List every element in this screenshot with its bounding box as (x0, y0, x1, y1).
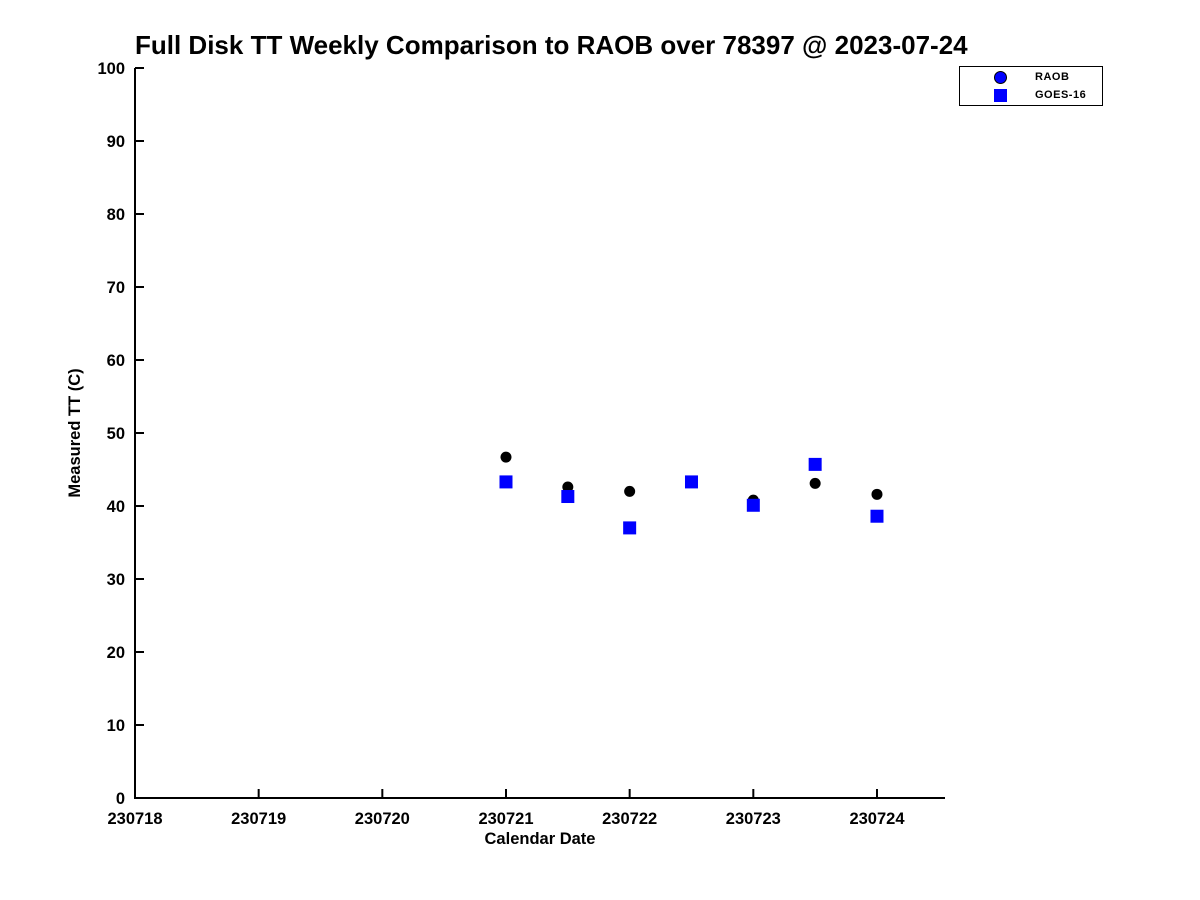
x-tick-label: 230718 (107, 810, 162, 828)
x-tick-label: 230724 (849, 810, 905, 828)
x-axis-label: Calendar Date (485, 830, 596, 848)
x-tick-label: 230723 (726, 810, 781, 828)
x-tick-label: 230720 (355, 810, 410, 828)
y-tick-label: 80 (107, 206, 125, 224)
y-tick-label: 30 (107, 571, 125, 589)
data-point-goes-16 (808, 457, 822, 471)
y-tick-label: 50 (107, 425, 125, 443)
data-point-raob (624, 485, 636, 497)
y-tick-label: 60 (107, 352, 125, 370)
data-point-raob (562, 481, 574, 493)
chart-title: Full Disk TT Weekly Comparison to RAOB o… (135, 30, 968, 60)
data-point-goes-16 (746, 498, 760, 512)
data-point-raob (871, 488, 883, 500)
legend-item-goes16: GOES-16 (960, 86, 1102, 104)
x-tick-label: 230722 (602, 810, 657, 828)
data-point-goes-16 (870, 509, 884, 523)
data-point-goes-16 (499, 475, 513, 489)
y-tick-label: 10 (107, 717, 125, 735)
y-tick-label: 90 (107, 133, 125, 151)
legend-label-raob: RAOB (1035, 71, 1070, 83)
y-tick-label: 70 (107, 279, 125, 297)
y-tick-label: 20 (107, 644, 125, 662)
data-point-goes-16 (561, 490, 575, 504)
goes16-square-marker-icon (994, 88, 1007, 102)
data-point-goes-16 (623, 521, 637, 535)
y-tick-label: 100 (97, 60, 125, 78)
axis-spines (134, 68, 945, 799)
legend: RAOB GOES-16 (959, 66, 1103, 106)
data-point-raob (500, 451, 512, 463)
data-point-raob (809, 477, 821, 489)
legend-label-goes16: GOES-16 (1035, 89, 1087, 101)
y-axis-label: Measured TT (C) (66, 368, 84, 497)
raob-circle-marker-icon (994, 70, 1007, 84)
legend-item-raob: RAOB (960, 68, 1102, 86)
x-tick-label: 230721 (478, 810, 533, 828)
data-point-goes-16 (684, 475, 698, 489)
y-tick-label: 40 (107, 498, 125, 516)
x-tick-label: 230719 (231, 810, 286, 828)
y-tick-label: 0 (116, 790, 125, 808)
